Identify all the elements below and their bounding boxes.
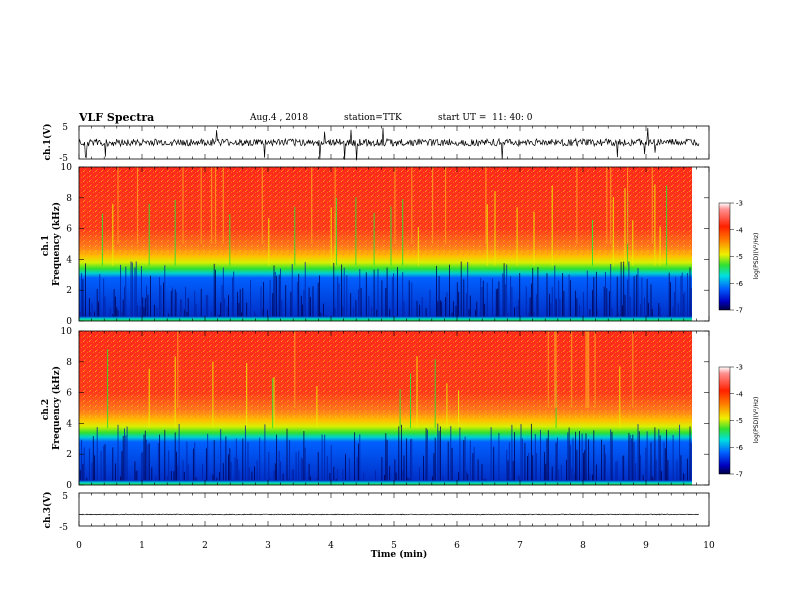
- ch3-ytick-top: 5: [62, 492, 68, 502]
- ch1-spectrogram-ticks: [78, 167, 710, 321]
- ch2-spectrogram-yticklabels: 0 2 4 6 8 10: [61, 327, 709, 491]
- x-tick-label: 7: [517, 541, 523, 551]
- x-tick-label: 2: [202, 541, 208, 551]
- ch1-waveform-panel: 5 -5 ch.1(V): [42, 123, 710, 164]
- ch1-colorbar: -3 -4 -5 -6 -7 log(PSD)(V²/Hz): [718, 200, 760, 315]
- x-tick-label: 1: [139, 541, 145, 551]
- ch1-waveform-ticks: [78, 126, 710, 159]
- ch3-ytick-bottom: -5: [59, 523, 68, 533]
- ch2-spectrogram-striations: [79, 331, 709, 485]
- colorbar-tick-label: -7: [736, 471, 743, 479]
- ch2-spectrogram-panel: 0 2 4 6 8 10 ch.2 Frequency (kHz): [41, 327, 710, 491]
- ch1-spectrogram-ylabel-unit: Frequency (kHz): [51, 202, 62, 286]
- x-axis-ticklabels: 0 1 2 3 4 5 6 7 8 9 10: [76, 541, 715, 551]
- y-tick-label: 10: [61, 327, 73, 337]
- ch2-spectrogram-speckle: [79, 331, 692, 419]
- ch1-spectrogram-ylabel-channel: ch.1: [41, 235, 51, 256]
- spectrogram-blank-tail: [700, 167, 709, 321]
- ch1-trace-line: [78, 127, 700, 161]
- y-tick-label: 0: [66, 481, 72, 491]
- y-tick-label: 4: [66, 255, 72, 265]
- x-tick-label: 4: [328, 541, 334, 551]
- ch2-spectrogram-ylabel-channel: ch.2: [41, 399, 51, 420]
- colorbar-tick-label: -6: [736, 444, 744, 452]
- header-date: Aug.4 , 2018: [250, 113, 309, 123]
- ch2-colorbar: -3 -4 -5 -6 -7 log(PSD)(V²/Hz): [718, 364, 760, 479]
- ch3-waveform-panel: 5 -5 ch.3(V): [42, 492, 710, 533]
- ch2-spectrogram-ylabel: ch.2 Frequency (kHz): [41, 366, 62, 450]
- colorbar-tick-label: -6: [736, 280, 744, 288]
- ch1-spectrogram-striations: [79, 167, 709, 321]
- spectrogram-blank-tail: [700, 331, 709, 485]
- ch2-colorbar-gradient: [718, 366, 731, 475]
- y-tick-label: 10: [61, 163, 73, 173]
- y-tick-label: 6: [66, 225, 72, 235]
- x-tick-label: 10: [703, 541, 715, 551]
- ch2-colorbar-label: log(PSD)(V²/Hz): [753, 397, 760, 444]
- ch2-spectrogram-ylabel-unit: Frequency (kHz): [51, 366, 62, 450]
- header-station: station=TTK: [344, 113, 402, 123]
- colorbar-tick-label: -7: [736, 307, 743, 315]
- x-tick-label: 0: [76, 541, 82, 551]
- colorbar-tick-label: -4: [736, 390, 744, 398]
- y-tick-label: 4: [66, 419, 72, 429]
- colorbar-tick-label: -3: [736, 364, 743, 372]
- ch1-ytick-top: 5: [62, 123, 68, 133]
- ch3-ylabel: ch.3(V): [42, 492, 53, 529]
- x-axis-label: Time (min): [371, 549, 428, 560]
- y-tick-label: 2: [66, 286, 72, 296]
- ch3-trace-line: [78, 513, 699, 516]
- x-tick-label: 6: [454, 541, 460, 551]
- ch1-spectrogram-yticklabels: 0 2 4 6 8 10: [61, 163, 709, 327]
- x-tick-label: 3: [265, 541, 271, 551]
- x-tick-label: 9: [643, 541, 649, 551]
- y-tick-label: 6: [66, 389, 72, 399]
- y-tick-label: 0: [66, 317, 72, 327]
- x-tick-label: 8: [580, 541, 586, 551]
- ch1-colorbar-gradient: [718, 202, 731, 311]
- y-tick-label: 8: [66, 358, 72, 368]
- x-tick-label: 5: [391, 541, 397, 551]
- colorbar-tick-label: -5: [736, 253, 743, 261]
- colorbar-tick-label: -3: [736, 200, 743, 208]
- ch1-spectrogram-speckle: [79, 167, 692, 255]
- ch1-spectrogram-panel: 0 2 4 6 8 10 ch.1 Frequency (kHz): [41, 163, 710, 327]
- ch1-colorbar-ticks: -3 -4 -5 -6 -7: [730, 200, 744, 315]
- ch1-waveform-trace: [78, 127, 700, 161]
- colorbar-tick-label: -4: [736, 226, 744, 234]
- figure-title: VLF Spectra: [79, 111, 155, 124]
- colorbar-tick-label: -5: [736, 417, 743, 425]
- y-tick-label: 8: [66, 194, 72, 204]
- ch3-waveform-trace: [78, 513, 699, 516]
- ch1-spectrogram-ylabel: ch.1 Frequency (kHz): [41, 202, 62, 286]
- ch1-ytick-bottom: -5: [59, 154, 68, 164]
- ch3-waveform-ticks: [78, 493, 710, 526]
- y-tick-label: 2: [66, 450, 72, 460]
- ch2-colorbar-ticks: -3 -4 -5 -6 -7: [730, 364, 744, 479]
- ch1-ylabel: ch.1(V): [42, 124, 53, 161]
- ch1-colorbar-label: log(PSD)(V²/Hz): [753, 233, 760, 280]
- header-start-time: start UT = 11: 40: 0: [438, 113, 533, 123]
- ch2-spectrogram-ticks: [78, 331, 710, 485]
